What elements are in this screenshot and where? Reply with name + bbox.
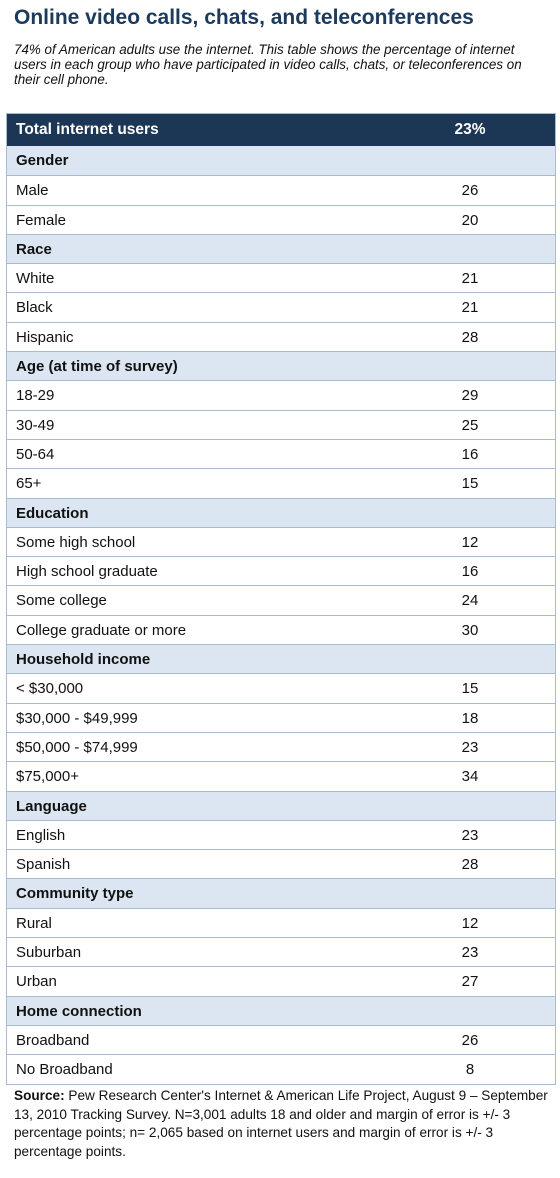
section-label: Household income (16, 651, 151, 669)
total-value: 23% (454, 121, 486, 138)
row-label: Urban (16, 973, 57, 991)
table-row: 65+ 15 (7, 468, 555, 498)
row-label: No Broadband (16, 1061, 113, 1079)
row-value: 27 (461, 973, 479, 991)
row-label: Broadband (16, 1031, 90, 1049)
row-label: High school graduate (16, 563, 158, 581)
row-label: Male (16, 182, 49, 200)
row-value: 26 (461, 1031, 479, 1049)
section-header: Home connection (7, 995, 555, 1025)
row-value: 20 (461, 211, 479, 229)
table-row: $75,000+ 34 (7, 761, 555, 791)
row-label: < $30,000 (16, 680, 84, 698)
source-label: Source: (14, 1088, 65, 1103)
row-label: $30,000 - $49,999 (16, 709, 138, 727)
section-label: Community type (16, 885, 134, 903)
row-label: 30-49 (16, 416, 55, 434)
row-label: Female (16, 211, 67, 229)
table-row: 50-64 16 (7, 438, 555, 469)
table-row: 18-29 29 (7, 380, 555, 410)
row-label: 65+ (16, 475, 42, 493)
table-row: $50,000 - $74,999 23 (7, 731, 555, 762)
section-label: Age (at time of survey) (16, 358, 178, 376)
table-row: English 23 (7, 819, 555, 850)
row-label: Suburban (16, 944, 82, 962)
row-value: 34 (461, 768, 479, 786)
row-value: 23 (461, 738, 479, 756)
row-value: 12 (461, 533, 479, 551)
row-label: 18-29 (16, 387, 55, 405)
table-row: Hispanic 28 (7, 321, 555, 352)
row-label: English (16, 826, 66, 844)
table-row: College graduate or more 30 (7, 614, 555, 645)
row-value: 15 (461, 680, 479, 698)
section-header: Household income (7, 644, 555, 674)
table-row: Female 20 (7, 204, 555, 234)
table-row: Rural 12 (7, 907, 555, 938)
table-row: < $30,000 15 (7, 673, 555, 703)
source-text: Pew Research Center's Internet & America… (14, 1088, 548, 1159)
page-subtitle: 74% of American adults use the internet.… (14, 42, 522, 87)
row-value: 23 (461, 826, 479, 844)
row-label: College graduate or more (16, 621, 187, 639)
row-value: 16 (461, 445, 479, 463)
page-title: Online video calls, chats, and teleconfe… (14, 6, 474, 29)
row-label: Rural (16, 914, 52, 932)
section-header: Community type (7, 878, 555, 908)
row-value: 30 (461, 621, 479, 639)
table-row: High school graduate 16 (7, 556, 555, 586)
row-value: 16 (461, 563, 479, 581)
table-row: No Broadband 8 (7, 1054, 555, 1084)
row-value: 18 (461, 709, 479, 727)
table-row: Spanish 28 (7, 849, 555, 879)
row-value: 24 (461, 592, 479, 610)
row-label: Hispanic (16, 328, 74, 346)
section-header: Age (at time of survey) (7, 351, 555, 381)
row-value: 12 (461, 914, 479, 932)
row-label: 50-64 (16, 445, 55, 463)
section-header: Language (7, 790, 555, 820)
section-label: Race (16, 240, 52, 258)
row-value: 28 (461, 856, 479, 874)
section-header: Education (7, 497, 555, 527)
row-value: 8 (465, 1061, 475, 1079)
table-row: White 21 (7, 263, 555, 293)
row-value: 25 (461, 416, 479, 434)
total-label: Total internet users (16, 121, 159, 138)
table-row: 30-49 25 (7, 409, 555, 439)
table-row: Black 21 (7, 292, 555, 322)
total-row: Total internet users 23% (7, 114, 555, 146)
table-row: Suburban 23 (7, 937, 555, 967)
row-label: $50,000 - $74,999 (16, 738, 138, 756)
section-label: Home connection (16, 1002, 142, 1020)
source-note: Source: Pew Research Center's Internet &… (14, 1087, 554, 1161)
section-label: Education (16, 504, 89, 522)
row-value: 26 (461, 182, 479, 200)
table-body: Gender Male 26 Female 20 Race White 21 Black 21 Hi… (7, 146, 555, 1084)
row-label: Black (16, 299, 53, 317)
section-label: Language (16, 797, 87, 815)
row-label: $75,000+ (16, 768, 79, 786)
section-header: Race (7, 233, 555, 264)
row-label: Some college (16, 592, 107, 610)
row-label: Spanish (16, 856, 71, 874)
data-table: Total internet users 23% Gender Male 26 Fem… (6, 113, 556, 1085)
table-row: Urban 27 (7, 966, 555, 996)
row-value: 29 (461, 387, 479, 405)
row-value: 21 (461, 299, 479, 317)
section-header: Gender (7, 146, 555, 176)
row-value: 28 (461, 328, 479, 346)
table-row: Male 26 (7, 175, 555, 205)
table-row: Some high school 12 (7, 526, 555, 557)
table-row: $30,000 - $49,999 18 (7, 702, 555, 732)
row-value: 15 (461, 475, 479, 493)
row-label: White (16, 270, 55, 288)
section-label: Gender (16, 152, 69, 169)
table-row: Some college 24 (7, 585, 555, 615)
row-value: 21 (461, 270, 479, 288)
row-value: 23 (461, 944, 479, 962)
table-row: Broadband 26 (7, 1024, 555, 1055)
row-label: Some high school (16, 533, 136, 551)
